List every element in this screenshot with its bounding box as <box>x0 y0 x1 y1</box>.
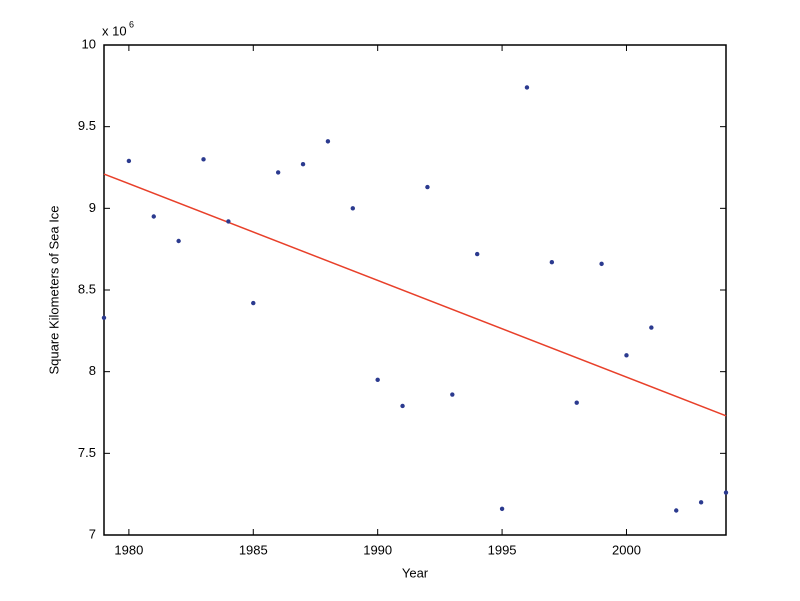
x-tick-label: 1990 <box>363 542 392 557</box>
data-point <box>101 315 107 320</box>
data-point <box>624 353 629 358</box>
data-point <box>524 85 530 90</box>
data-point <box>723 490 729 495</box>
y-tick-label: 7.5 <box>78 445 96 460</box>
data-point <box>226 219 231 224</box>
data-point <box>574 400 579 405</box>
data-point <box>425 184 430 190</box>
data-point <box>674 508 679 513</box>
data-point <box>599 261 604 267</box>
data-point <box>126 158 132 164</box>
data-point <box>275 170 281 175</box>
plot-frame <box>103 44 727 536</box>
y-tick-label: 7 <box>89 526 96 541</box>
x-tick-label: 1985 <box>239 542 268 557</box>
y-tick-label: 9.5 <box>78 118 96 133</box>
y-multiplier-exponent: 6 <box>129 19 134 29</box>
x-axis-label: Year <box>402 565 429 580</box>
y-tick-label: 9 <box>89 200 96 215</box>
data-point <box>475 251 480 257</box>
data-point <box>400 403 405 409</box>
data-point <box>549 260 555 265</box>
data-point <box>201 157 206 162</box>
data-point <box>151 214 156 219</box>
y-tick-label: 8 <box>89 363 96 378</box>
data-point <box>499 506 505 512</box>
data-point <box>300 162 306 167</box>
data-point <box>325 139 331 144</box>
x-tick-label: 1980 <box>114 542 143 557</box>
y-multiplier-base: x 10 <box>102 23 127 38</box>
y-tick-label: 10 <box>82 36 96 51</box>
data-point <box>649 325 654 330</box>
x-tick-label: 2000 <box>612 542 641 557</box>
y-axis-label: Square Kilometers of Sea Ice <box>46 205 61 374</box>
x-tick-label: 1995 <box>488 542 517 557</box>
data-point <box>375 377 380 383</box>
trend-line <box>103 173 727 417</box>
y-tick-label: 8.5 <box>78 281 96 296</box>
data-point <box>698 500 704 505</box>
data-point <box>176 238 181 244</box>
data-point <box>251 300 256 306</box>
data-point <box>350 206 355 211</box>
data-point <box>450 392 455 397</box>
